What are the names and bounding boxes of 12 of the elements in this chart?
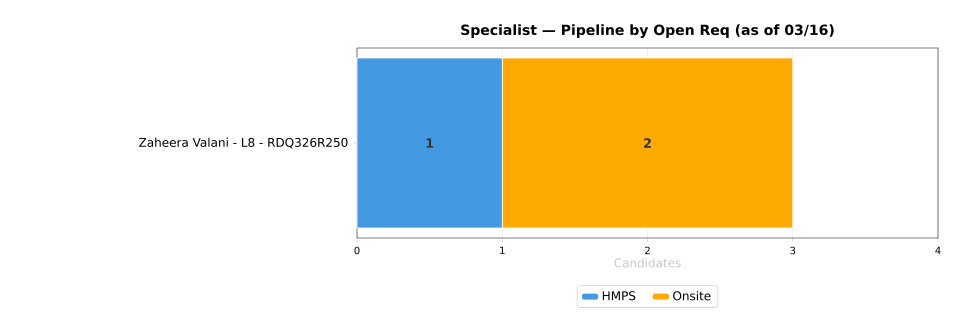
x-tick-label: 1 [500,246,505,254]
legend-label: Onsite [673,291,711,300]
y-tick-label: Zaheera Valani - L8 - RDQ326R250 [139,138,348,148]
x-tick-label: 0 [354,246,360,254]
chart-title: Specialist — Pipeline by Open Req (as of 03/16) [461,24,834,38]
data-label: 1 [426,138,434,148]
x-axis-title: Candidates [614,258,681,268]
x-tick-label: 3 [790,246,796,254]
x-tick-label: 2 [645,246,650,254]
data-label: 2 [644,138,651,148]
legend-label: HMPS [602,291,636,300]
x-tick-label: 4 [935,246,941,254]
